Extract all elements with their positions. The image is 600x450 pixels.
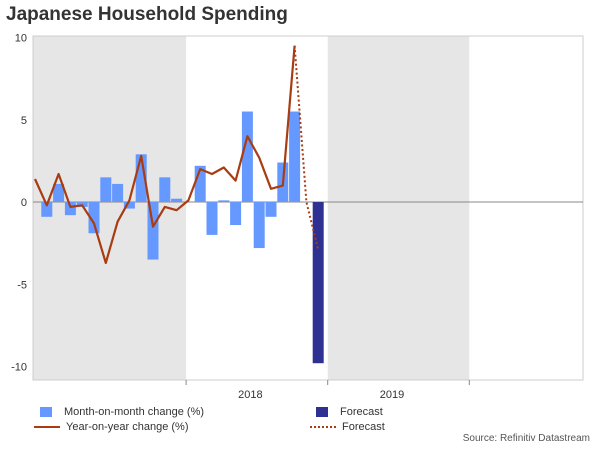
- mom-bar: [147, 202, 159, 260]
- legend-item-forecast-line: Forecast: [310, 420, 385, 434]
- x-tick-label: 2018: [238, 389, 262, 401]
- mom-bar: [112, 183, 124, 202]
- legend-item-yoy: Year-on-year change (%): [34, 420, 189, 434]
- source-note: Source: Refinitiv Datastream: [462, 433, 590, 444]
- shaded-region-1: [327, 36, 470, 380]
- legend-swatch-mom: [40, 407, 52, 417]
- mom-bar: [194, 165, 206, 202]
- legend-item-mom: Month-on-month change (%): [40, 405, 204, 419]
- y-tick-label: -5: [17, 279, 27, 291]
- legend-label-forecast-line: Forecast: [342, 421, 385, 433]
- forecast-line: [293, 45, 320, 250]
- legend-swatch-forecast-bar: [316, 407, 328, 417]
- mom-bar: [241, 111, 253, 202]
- mom-bar: [123, 202, 135, 209]
- legend-swatch-yoy: [34, 426, 60, 428]
- legend-item-forecast-bar: Forecast: [316, 405, 383, 419]
- mom-bar: [135, 154, 147, 202]
- mom-bar: [88, 202, 100, 234]
- mom-bar: [53, 183, 65, 202]
- x-tick-label: 2019: [380, 389, 404, 401]
- yoy-line: [33, 45, 296, 264]
- legend-swatch-forecast-line: [310, 426, 336, 428]
- legend-label-yoy: Year-on-year change (%): [66, 421, 189, 433]
- mom-bar: [100, 177, 112, 202]
- legend-label-forecast-bar: Forecast: [340, 406, 383, 418]
- mom-bar: [265, 202, 277, 217]
- y-tick-label: 0: [21, 197, 27, 209]
- shaded-region-0: [33, 36, 187, 380]
- mom-bar: [64, 202, 76, 216]
- mom-bar: [159, 177, 171, 202]
- y-tick-label: 10: [15, 33, 27, 45]
- mom-bar: [206, 202, 218, 235]
- plot-frame: [32, 35, 584, 381]
- mom-bar: [289, 111, 301, 202]
- legend-label-mom: Month-on-month change (%): [64, 406, 205, 418]
- y-tick-label: 5: [21, 115, 27, 127]
- mom-bar: [253, 202, 265, 249]
- chart-title: Japanese Household Spending: [6, 4, 288, 25]
- forecast-bar: [312, 202, 324, 364]
- mom-bar: [41, 202, 53, 217]
- mom-bar: [230, 202, 242, 226]
- y-tick-label: -10: [11, 362, 27, 374]
- mom-bar: [218, 200, 230, 202]
- mom-bar: [171, 198, 183, 202]
